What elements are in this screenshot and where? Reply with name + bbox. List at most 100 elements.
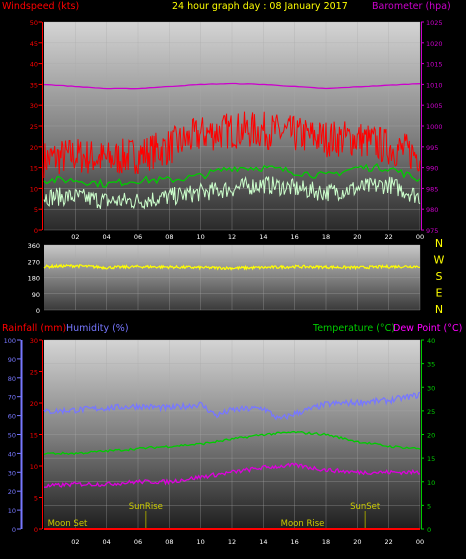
wind-x-tick-label: 18 bbox=[322, 233, 330, 241]
rainfall-y-tick-label: 20 bbox=[30, 400, 38, 408]
humidity-panel-axes: 0510152025303540010203040506070809010005… bbox=[4, 337, 436, 546]
barometer-y-tick-label: 1015 bbox=[426, 61, 443, 69]
barometer-title: Barometer (hpa) bbox=[372, 1, 451, 12]
humidity-x-tick-label: 02 bbox=[71, 538, 79, 546]
humidity-y-tick-label: 90 bbox=[8, 356, 16, 364]
humidity-x-tick-label: 06 bbox=[134, 538, 142, 546]
direction-series bbox=[43, 263, 421, 271]
sun-moon-events: Moon Set SunRise Moon Rise SunSet bbox=[48, 502, 381, 529]
barometer-y-tick-label: 1005 bbox=[426, 102, 443, 110]
compass-letter: S bbox=[436, 270, 443, 283]
wind-x-tick-label: 14 bbox=[259, 233, 267, 241]
humidity-y-tick-label: 0 bbox=[12, 526, 16, 534]
wind-y-tick-label: 5 bbox=[34, 206, 38, 214]
wind-x-tick-label: 20 bbox=[353, 233, 361, 241]
humidity-x-tick-label: 04 bbox=[103, 538, 111, 546]
rainfall-y-tick-label: 25 bbox=[30, 369, 38, 377]
barometer-y-tick-label: 985 bbox=[426, 185, 438, 193]
humidity-x-tick-label: 08 bbox=[165, 538, 173, 546]
direction-y-tick-label: 180 bbox=[28, 275, 40, 283]
temperature-title: Temperature (°C) bbox=[312, 323, 395, 334]
wind-panel-series bbox=[43, 82, 421, 210]
wind-x-tick-label: 22 bbox=[385, 233, 393, 241]
wind-x-tick-label: 02 bbox=[71, 233, 79, 241]
humidity-y-tick-label: 70 bbox=[8, 394, 16, 402]
wind-x-tick-label: 08 bbox=[165, 233, 173, 241]
barometer-y-tick-label: 990 bbox=[426, 165, 438, 173]
humidity-y-tick-label: 40 bbox=[8, 450, 16, 458]
rainfall-y-tick-label: 15 bbox=[30, 432, 38, 440]
humidity-y-tick-label: 10 bbox=[8, 507, 16, 515]
wind-y-tick-label: 0 bbox=[34, 227, 38, 235]
direction-panel-series bbox=[43, 263, 421, 271]
wind-panel-axes: 0510152025303540455097598098599099510001… bbox=[30, 19, 443, 241]
avg-wind-series bbox=[43, 162, 421, 189]
humidity-y-tick-label: 80 bbox=[8, 375, 16, 383]
wind-x-tick-label: 04 bbox=[103, 233, 111, 241]
temperature-series bbox=[43, 430, 421, 456]
temperature-y-tick-label: 10 bbox=[427, 479, 435, 487]
compass-letter: N bbox=[435, 303, 443, 316]
windspeed-title: Windspeed (kts) bbox=[2, 1, 79, 12]
barometer-y-tick-label: 995 bbox=[426, 144, 438, 152]
humidity-y-tick-label: 60 bbox=[8, 413, 16, 421]
temperature-y-tick-label: 20 bbox=[427, 432, 435, 440]
wind-x-tick-label: 12 bbox=[228, 233, 236, 241]
direction-y-tick-label: 0 bbox=[36, 307, 40, 315]
wind-y-tick-label: 30 bbox=[30, 102, 38, 110]
dewpoint-series bbox=[44, 462, 421, 488]
wind-x-tick-label: 10 bbox=[197, 233, 205, 241]
wind-y-tick-label: 50 bbox=[30, 19, 38, 27]
direction-y-tick-label: 360 bbox=[28, 242, 40, 250]
sunset-label: SunSet bbox=[350, 502, 381, 512]
moon-set-label: Moon Set bbox=[48, 519, 88, 529]
humidity-y-tick-label: 100 bbox=[4, 337, 16, 345]
wind-y-tick-label: 20 bbox=[30, 144, 38, 152]
humidity-y-tick-label: 20 bbox=[8, 488, 16, 496]
wind-x-tick-label: 06 bbox=[134, 233, 142, 241]
dewpoint-title: Dew Point (°C) bbox=[393, 323, 462, 334]
barometer-y-tick-label: 980 bbox=[426, 206, 438, 214]
humidity-series bbox=[43, 391, 421, 421]
direction-panel-grid bbox=[44, 244, 421, 311]
direction-y-tick-label: 90 bbox=[32, 291, 40, 299]
wind-y-tick-label: 45 bbox=[30, 40, 38, 48]
barometer-y-tick-label: 1025 bbox=[426, 19, 443, 27]
compass-letter: N bbox=[435, 237, 443, 250]
temperature-y-tick-label: 30 bbox=[427, 384, 435, 392]
rainfall-title: Rainfall (mm) bbox=[2, 323, 66, 334]
temperature-y-tick-label: 35 bbox=[427, 361, 435, 369]
rainfall-y-tick-label: 5 bbox=[34, 495, 38, 503]
direction-panel-axes: 0 90 180 270 360 bbox=[28, 242, 40, 315]
chart-title: 24 hour graph day : 08 January 2017 bbox=[172, 1, 348, 12]
wind-speed-series bbox=[43, 175, 421, 210]
moon-rise-label: Moon Rise bbox=[281, 519, 325, 529]
compass-letter: W bbox=[434, 254, 445, 267]
humidity-x-tick-label: 10 bbox=[197, 538, 205, 546]
temperature-y-tick-label: 0 bbox=[427, 526, 431, 534]
humidity-x-tick-label: 20 bbox=[353, 538, 361, 546]
rainfall-y-tick-label: 10 bbox=[30, 463, 38, 471]
wind-x-tick-label: 00 bbox=[416, 233, 424, 241]
rainfall-y-tick-label: 0 bbox=[34, 526, 38, 534]
temperature-y-tick-label: 15 bbox=[427, 455, 435, 463]
temperature-y-tick-label: 25 bbox=[427, 408, 435, 416]
humidity-x-tick-label: 22 bbox=[385, 538, 393, 546]
barometer-y-tick-label: 1010 bbox=[426, 81, 443, 89]
humidity-x-tick-label: 00 bbox=[416, 538, 424, 546]
humidity-x-tick-label: 18 bbox=[322, 538, 330, 546]
humidity-x-tick-label: 14 bbox=[259, 538, 267, 546]
temperature-y-tick-label: 40 bbox=[427, 337, 435, 345]
barometer-y-tick-label: 975 bbox=[426, 227, 438, 235]
barometer-series bbox=[43, 82, 421, 90]
humidity-x-tick-label: 16 bbox=[291, 538, 299, 546]
wind-y-tick-label: 10 bbox=[30, 185, 38, 193]
humidity-y-tick-label: 30 bbox=[8, 469, 16, 477]
humidity-title: Humidity (%) bbox=[66, 323, 129, 334]
humidity-panel-series bbox=[43, 391, 421, 530]
wind-y-tick-label: 15 bbox=[30, 165, 38, 173]
humidity-y-tick-label: 50 bbox=[8, 432, 16, 440]
